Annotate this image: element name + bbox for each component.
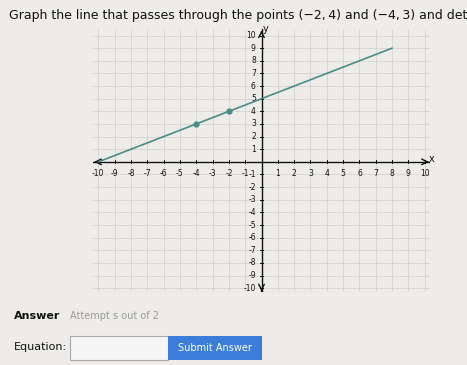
Text: 9: 9 <box>406 169 411 178</box>
Text: 7: 7 <box>373 169 378 178</box>
Text: y: y <box>263 24 269 34</box>
Text: -7: -7 <box>248 246 256 255</box>
Text: -9: -9 <box>111 169 119 178</box>
Text: 4: 4 <box>325 169 329 178</box>
Text: -10: -10 <box>243 284 256 293</box>
Text: Attempt s out of 2: Attempt s out of 2 <box>70 311 159 321</box>
Text: 3: 3 <box>251 119 256 128</box>
Text: 1: 1 <box>251 145 256 154</box>
Text: 6: 6 <box>357 169 362 178</box>
Text: -6: -6 <box>248 233 256 242</box>
Text: -1: -1 <box>241 169 249 178</box>
Text: -10: -10 <box>92 169 105 178</box>
Text: 5: 5 <box>251 94 256 103</box>
Text: 9: 9 <box>251 44 256 53</box>
Text: Equation:: Equation: <box>14 342 67 351</box>
Text: -5: -5 <box>176 169 184 178</box>
Text: 2: 2 <box>292 169 297 178</box>
Text: -8: -8 <box>127 169 134 178</box>
Text: -4: -4 <box>192 169 200 178</box>
Text: -9: -9 <box>248 271 256 280</box>
Text: -2: -2 <box>248 182 256 192</box>
Text: 1: 1 <box>276 169 280 178</box>
Text: 10: 10 <box>420 169 430 178</box>
Text: 6: 6 <box>251 81 256 91</box>
Text: 10: 10 <box>246 31 256 40</box>
Text: 4: 4 <box>251 107 256 116</box>
Text: -2: -2 <box>225 169 233 178</box>
FancyBboxPatch shape <box>168 336 262 360</box>
Text: -7: -7 <box>143 169 151 178</box>
Text: -1: -1 <box>248 170 256 179</box>
Text: -6: -6 <box>160 169 167 178</box>
Text: 7: 7 <box>251 69 256 78</box>
Text: 3: 3 <box>308 169 313 178</box>
Text: Submit Answer: Submit Answer <box>178 343 252 353</box>
Text: -4: -4 <box>248 208 256 217</box>
Text: x: x <box>429 154 435 164</box>
Text: 8: 8 <box>390 169 395 178</box>
Text: 2: 2 <box>251 132 256 141</box>
Text: Answer: Answer <box>14 311 60 321</box>
Text: 8: 8 <box>251 56 256 65</box>
Text: 5: 5 <box>341 169 346 178</box>
Text: -3: -3 <box>248 195 256 204</box>
Text: -3: -3 <box>209 169 216 178</box>
Text: Graph the line that passes through the points (−2, 4) and (−4, 3) and determine : Graph the line that passes through the p… <box>9 9 467 22</box>
Text: -8: -8 <box>248 258 256 268</box>
FancyBboxPatch shape <box>70 336 168 360</box>
Text: -5: -5 <box>248 220 256 230</box>
